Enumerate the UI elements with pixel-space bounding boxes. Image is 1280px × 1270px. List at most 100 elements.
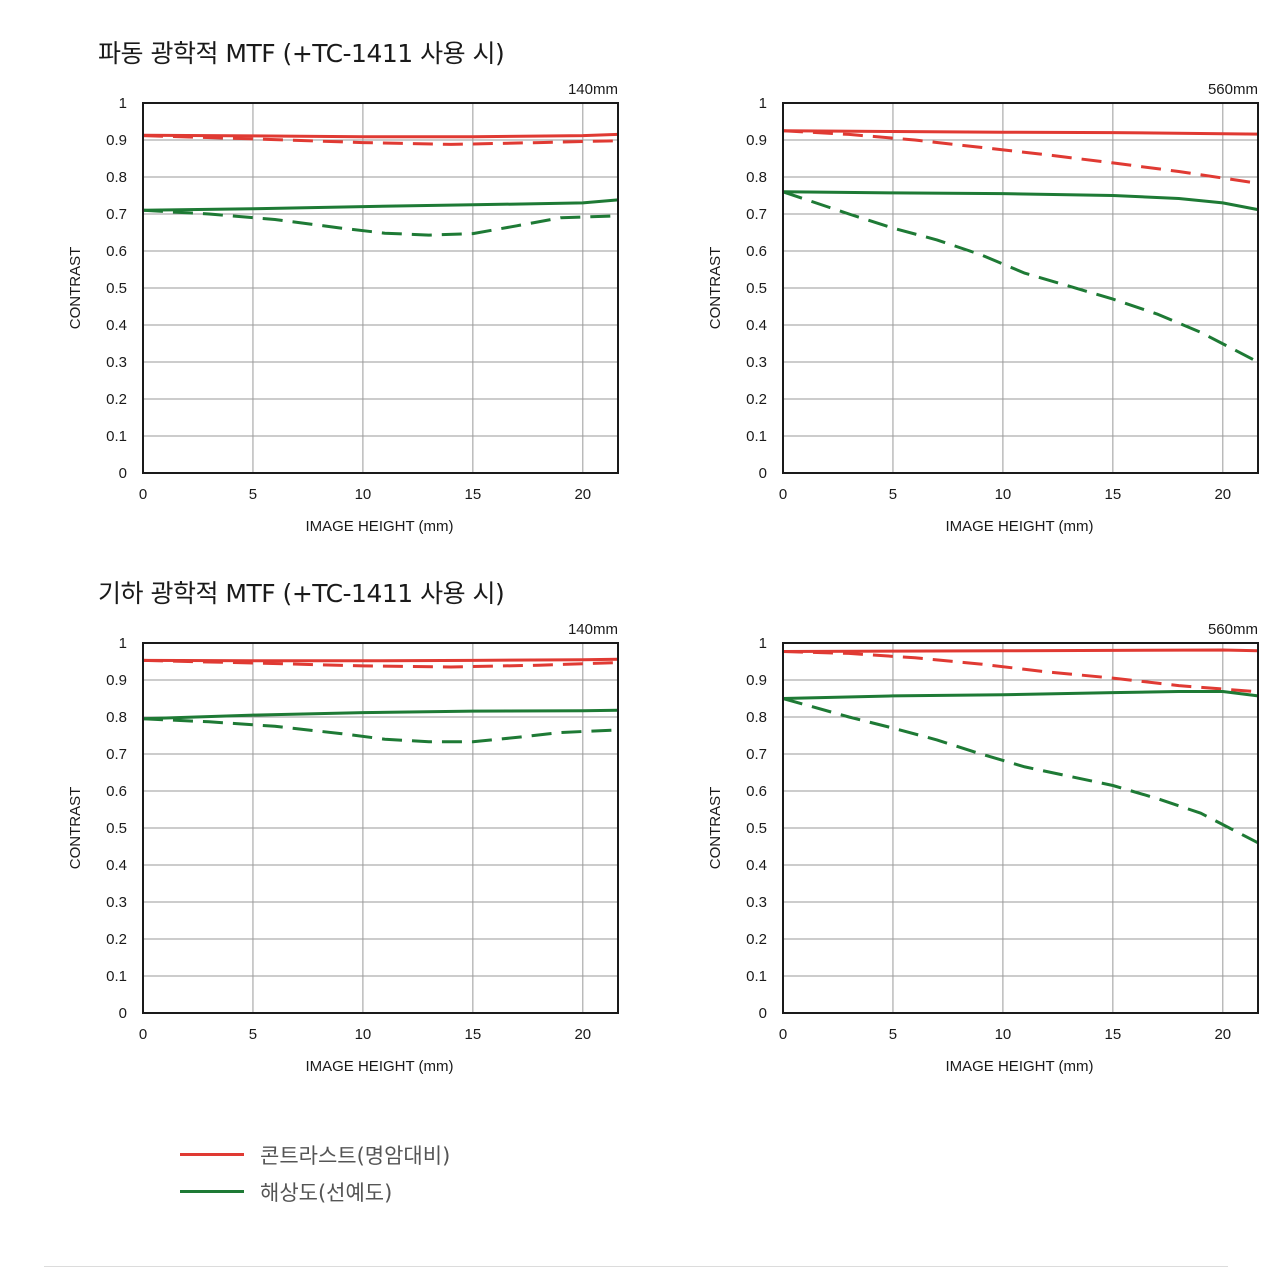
x-tick-label: 15 [465, 486, 482, 503]
y-tick-label: 0 [119, 1005, 127, 1022]
legend-swatch-resolution [180, 1190, 244, 1193]
y-axis-label: CONTRAST [707, 787, 724, 870]
series-line-contrast-dashed [782, 650, 1259, 694]
y-tick-label: 1 [119, 95, 127, 112]
x-tick-label: 10 [355, 1026, 372, 1043]
mtf-chart-geometric-140mm: 00.10.20.30.40.50.60.70.80.910 5 10 15 20IMA… [67, 621, 619, 1075]
x-tick-label: 20 [574, 1026, 591, 1043]
y-tick-label: 1 [759, 635, 767, 652]
y-tick-label: 0.1 [746, 968, 767, 985]
series-line-resolution-solid [782, 690, 1259, 700]
x-tick-label: 10 [995, 1026, 1012, 1043]
series-line-resolution-dashed [142, 208, 619, 237]
series-line-contrast-dashed [142, 134, 619, 146]
y-tick-label: 0.4 [746, 317, 767, 334]
focal-length-label: 140mm [568, 81, 618, 98]
y-tick-label: 0.2 [106, 391, 127, 408]
focal-length-label: 560mm [1208, 81, 1258, 98]
x-tick-label: 20 [1214, 486, 1231, 503]
x-tick-label: 10 [995, 486, 1012, 503]
focal-length-label: 560mm [1208, 621, 1258, 638]
series-line-contrast-dashed [142, 658, 619, 669]
y-axis-label: CONTRAST [67, 787, 84, 870]
series-line-contrast-solid [782, 129, 1259, 136]
y-tick-label: 0.1 [106, 968, 127, 985]
y-tick-label: 0.3 [746, 354, 767, 371]
y-tick-label: 0.7 [746, 746, 767, 763]
y-tick-label: 0.9 [106, 672, 127, 689]
x-tick-label: 15 [1105, 1026, 1122, 1043]
y-tick-label: 0.4 [106, 317, 127, 334]
plot-frame [782, 102, 1259, 474]
y-tick-label: 0.5 [746, 280, 767, 297]
x-tick-label: 20 [1214, 1026, 1231, 1043]
mtf-chart-wave-140mm: 00.10.20.30.40.50.60.70.80.910 5 10 15 20IMA… [67, 81, 619, 535]
y-tick-label: 0.2 [746, 931, 767, 948]
x-tick-label: 0 [779, 486, 787, 503]
x-tick-label: 5 [249, 1026, 257, 1043]
legend-swatch-contrast [180, 1153, 244, 1156]
plot-frame [142, 102, 619, 474]
section-title-geometric-optical-mtf: 기하 광학적 MTF (+TC-1411 사용 시) [98, 579, 505, 608]
legend-item-contrast: 콘트라스트(명암대비) [180, 1136, 450, 1173]
y-tick-label: 0.6 [746, 783, 767, 800]
y-tick-label: 0.8 [106, 709, 127, 726]
series-line-resolution-solid [782, 190, 1259, 212]
y-tick-label: 0.1 [106, 428, 127, 445]
focal-length-label: 140mm [568, 621, 618, 638]
y-tick-label: 0 [759, 1005, 767, 1022]
y-tick-label: 0.3 [106, 894, 127, 911]
mtf-chart-geometric-560mm: 00.10.20.30.40.50.60.70.80.910 5 10 15 20IMA… [707, 621, 1259, 1075]
legend: 콘트라스트(명암대비) 해상도(선예도) [180, 1136, 450, 1210]
y-tick-label: 1 [119, 635, 127, 652]
x-tick-label: 0 [139, 1026, 147, 1043]
legend-label-contrast: 콘트라스트(명암대비) [260, 1143, 451, 1168]
x-tick-label: 15 [465, 1026, 482, 1043]
plot-frame [782, 642, 1259, 1014]
x-tick-label: 0 [779, 1026, 787, 1043]
y-tick-label: 0.8 [746, 709, 767, 726]
x-axis-label: IMAGE HEIGHT (mm) [305, 518, 453, 535]
y-tick-label: 0.6 [746, 243, 767, 260]
mtf-chart-wave-560mm: 00.10.20.30.40.50.60.70.80.910 5 10 15 20IMA… [707, 81, 1259, 535]
y-tick-label: 0.4 [746, 857, 767, 874]
legend-label-resolution: 해상도(선예도) [260, 1180, 393, 1205]
series-line-contrast-solid [142, 132, 619, 139]
y-tick-label: 0.9 [746, 132, 767, 149]
series-line-resolution-dashed [782, 190, 1259, 364]
y-tick-label: 1 [759, 95, 767, 112]
y-tick-label: 0.2 [106, 931, 127, 948]
y-tick-label: 0.6 [106, 783, 127, 800]
y-tick-label: 0.2 [746, 391, 767, 408]
y-tick-label: 0.5 [106, 280, 127, 297]
series-line-resolution-dashed [782, 697, 1259, 845]
y-axis-label: CONTRAST [707, 247, 724, 330]
x-axis-label: IMAGE HEIGHT (mm) [945, 1058, 1093, 1075]
y-tick-label: 0 [759, 465, 767, 482]
plot-frame [142, 642, 619, 1014]
y-tick-label: 0.5 [106, 820, 127, 837]
x-tick-label: 15 [1105, 486, 1122, 503]
y-tick-label: 0.7 [746, 206, 767, 223]
y-tick-label: 0.8 [106, 169, 127, 186]
y-tick-label: 0 [119, 465, 127, 482]
y-tick-label: 0.6 [106, 243, 127, 260]
y-axis-label: CONTRAST [67, 247, 84, 330]
series-line-resolution-solid [142, 198, 619, 212]
x-axis-label: IMAGE HEIGHT (mm) [305, 1058, 453, 1075]
x-axis-label: IMAGE HEIGHT (mm) [945, 518, 1093, 535]
y-tick-label: 0.7 [106, 206, 127, 223]
bottom-divider [44, 1266, 1228, 1267]
x-tick-label: 20 [574, 486, 591, 503]
series-line-contrast-dashed [782, 129, 1259, 185]
x-tick-label: 0 [139, 486, 147, 503]
y-tick-label: 0.3 [746, 894, 767, 911]
y-tick-label: 0.5 [746, 820, 767, 837]
y-tick-label: 0.9 [106, 132, 127, 149]
x-tick-label: 5 [889, 1026, 897, 1043]
section-title-wave-optical-mtf: 파동 광학적 MTF (+TC-1411 사용 시) [98, 39, 505, 68]
y-tick-label: 0.8 [746, 169, 767, 186]
series-line-resolution-dashed [142, 717, 619, 744]
series-line-contrast-solid [782, 648, 1259, 653]
x-tick-label: 10 [355, 486, 372, 503]
